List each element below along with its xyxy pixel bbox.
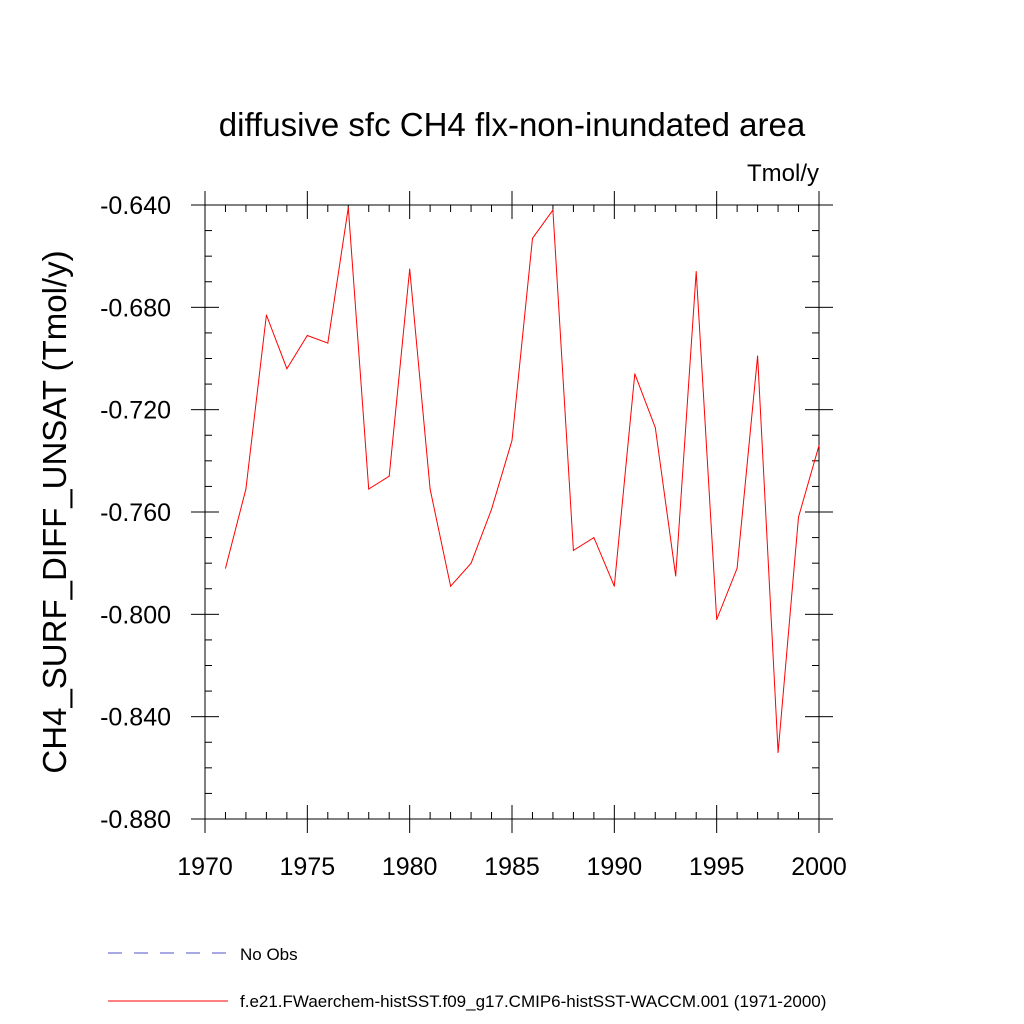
data-point bbox=[491, 508, 493, 510]
series-group bbox=[224, 207, 820, 753]
data-point bbox=[306, 334, 308, 336]
x-tick-labels: 1970 1975 1980 1985 1990 1995 2000 bbox=[177, 853, 847, 881]
plot-frame bbox=[204, 204, 820, 820]
data-point bbox=[470, 562, 472, 564]
data-point bbox=[757, 355, 759, 357]
data-point bbox=[675, 575, 677, 577]
data-point bbox=[265, 314, 267, 316]
data-point bbox=[798, 516, 800, 518]
legend-label-no-obs: No Obs bbox=[240, 945, 298, 964]
data-point bbox=[593, 537, 595, 539]
x-tick-label: 1970 bbox=[177, 853, 233, 881]
series-line-0 bbox=[225, 207, 820, 753]
data-point bbox=[695, 271, 697, 273]
data-point bbox=[327, 342, 329, 344]
data-point bbox=[347, 207, 349, 209]
y-tick-label: -0.880 bbox=[100, 806, 171, 834]
data-point bbox=[716, 618, 718, 620]
data-point bbox=[245, 488, 247, 490]
x-tick-label: 1980 bbox=[382, 853, 438, 881]
y-tick-labels: -0.640 -0.680 -0.720 -0.760 -0.800 -0.840 -0.8… bbox=[100, 192, 171, 834]
data-point bbox=[531, 237, 533, 239]
data-point bbox=[572, 549, 574, 551]
data-point bbox=[286, 368, 288, 370]
legend: No Obs f.e21.FWaerchem-histSST.f09_g17.C… bbox=[108, 945, 826, 1011]
y-tick-label: -0.800 bbox=[100, 601, 171, 629]
data-point bbox=[654, 427, 656, 429]
axis-ticks bbox=[191, 191, 833, 833]
y-tick-label: -0.720 bbox=[100, 397, 171, 425]
x-tick-label: 1990 bbox=[587, 853, 643, 881]
data-point bbox=[368, 488, 370, 490]
y-tick-label: -0.680 bbox=[100, 294, 171, 322]
data-point bbox=[736, 567, 738, 569]
data-point bbox=[634, 373, 636, 375]
legend-label-model: f.e21.FWaerchem-histSST.f09_g17.CMIP6-hi… bbox=[240, 992, 826, 1011]
data-point bbox=[511, 439, 513, 441]
y-tick-label: -0.840 bbox=[100, 704, 171, 732]
y-axis-label: CH4_SURF_DIFF_UNSAT (Tmol/y) bbox=[36, 250, 73, 773]
x-tick-label: 1975 bbox=[280, 853, 336, 881]
data-point bbox=[388, 475, 390, 477]
data-point bbox=[818, 444, 820, 446]
x-tick-label: 2000 bbox=[791, 853, 847, 881]
data-point bbox=[450, 585, 452, 587]
data-point bbox=[224, 567, 226, 569]
data-point bbox=[777, 751, 779, 753]
x-tick-label: 1985 bbox=[484, 853, 540, 881]
x-tick-label: 1995 bbox=[689, 853, 745, 881]
data-point bbox=[613, 585, 615, 587]
units-label: Tmol/y bbox=[747, 160, 819, 187]
data-point bbox=[552, 209, 554, 211]
data-point bbox=[429, 488, 431, 490]
chart-title: diffusive sfc CH4 flx-non-inundated area bbox=[219, 106, 806, 143]
y-tick-label: -0.760 bbox=[100, 499, 171, 527]
y-tick-label: -0.640 bbox=[100, 192, 171, 220]
data-point bbox=[409, 268, 411, 270]
